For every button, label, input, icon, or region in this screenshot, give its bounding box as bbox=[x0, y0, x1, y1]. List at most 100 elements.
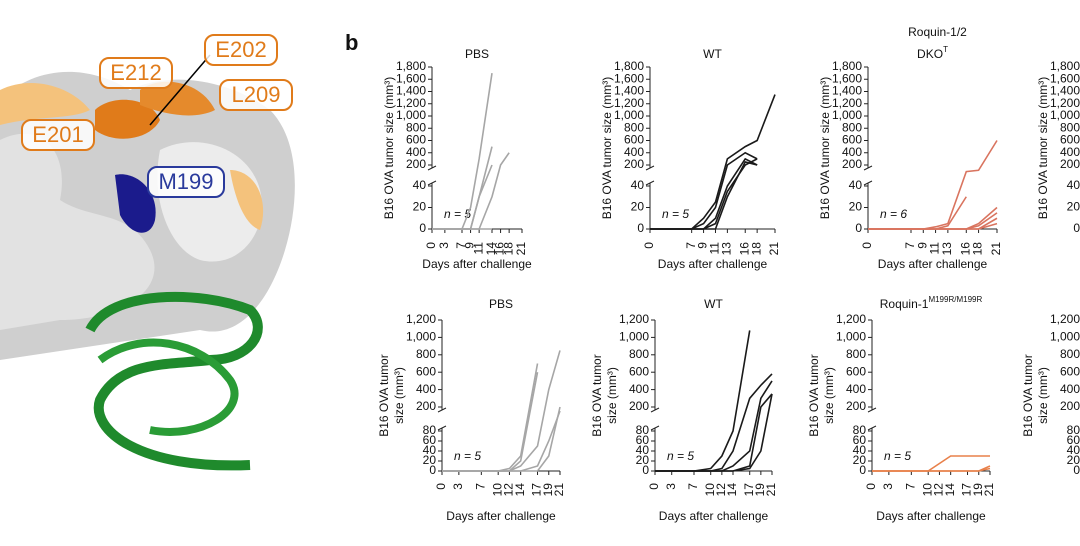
y-tick-label: 400 bbox=[1060, 145, 1080, 159]
y-tick-label: 0 bbox=[642, 463, 649, 477]
x-tick-label: 14 bbox=[725, 483, 739, 497]
x-tick-label: 0 bbox=[647, 483, 661, 490]
y-axis-label: B16 OVA tumor size (mm³) bbox=[382, 77, 396, 219]
y-tick-label: 400 bbox=[406, 145, 426, 159]
y-tick-label: 60 bbox=[636, 433, 650, 447]
x-tick-label: 21 bbox=[982, 483, 996, 497]
y-tick-label: 20 bbox=[853, 453, 867, 467]
chart-title: DKOT bbox=[917, 45, 948, 61]
y-tick-label: 20 bbox=[423, 453, 437, 467]
y-tick-label: 0 bbox=[1073, 463, 1080, 477]
y-axis-label: size (mm³) bbox=[392, 367, 406, 424]
x-tick-label: 10 bbox=[920, 483, 934, 497]
y-tick-label: 800 bbox=[624, 120, 644, 134]
x-tick-label: 3 bbox=[437, 242, 451, 249]
x-axis-label: Days after challenge bbox=[658, 257, 768, 271]
chart-title: PBS bbox=[489, 297, 513, 311]
y-tick-label: 40 bbox=[413, 178, 427, 192]
pointer-line bbox=[149, 54, 211, 126]
y-tick-label: 1,800 bbox=[614, 59, 644, 73]
y-tick-label: 1,000 bbox=[614, 108, 644, 122]
x-axis-label: Days after challenge bbox=[422, 257, 532, 271]
structure-label: E201 bbox=[32, 122, 83, 147]
y-tick-label: 60 bbox=[1067, 433, 1080, 447]
series-line bbox=[650, 161, 758, 230]
y-tick-label: 80 bbox=[423, 423, 437, 437]
y-tick-label: 600 bbox=[1060, 364, 1080, 378]
y-tick-label: 400 bbox=[1060, 382, 1080, 396]
x-tick-label: 14 bbox=[513, 483, 527, 497]
annotation: n = 5 bbox=[662, 207, 689, 221]
x-tick-label: 13 bbox=[720, 242, 734, 256]
x-tick-label: 12 bbox=[714, 483, 728, 497]
x-tick-label: 7 bbox=[904, 483, 918, 490]
series-line bbox=[442, 406, 561, 472]
axis-break bbox=[437, 425, 447, 431]
panel-label: b bbox=[345, 30, 358, 55]
y-tick-label: 600 bbox=[842, 133, 862, 147]
x-tick-label: 3 bbox=[451, 483, 465, 490]
y-tick-label: 20 bbox=[849, 200, 863, 214]
y-tick-label: 600 bbox=[1060, 133, 1080, 147]
x-tick-label: 7 bbox=[454, 242, 468, 249]
y-tick-label: 20 bbox=[636, 453, 650, 467]
x-axis-label: Days after challenge bbox=[876, 509, 986, 523]
x-tick-label: 17 bbox=[960, 483, 974, 497]
y-axis-label: B16 OVA tumor size (mm³) bbox=[600, 77, 614, 219]
y-tick-label: 200 bbox=[624, 157, 644, 171]
x-tick-label: 11 bbox=[928, 242, 942, 255]
y-tick-label: 1,000 bbox=[619, 330, 649, 344]
series-line bbox=[655, 393, 773, 472]
x-tick-label: 19 bbox=[971, 483, 985, 497]
y-tick-label: 1,000 bbox=[836, 330, 866, 344]
y-tick-label: 80 bbox=[1067, 423, 1080, 437]
y-tick-label: 800 bbox=[1060, 347, 1080, 361]
title-text: Roquin-1 bbox=[880, 297, 929, 311]
y-tick-label: 1,200 bbox=[832, 96, 862, 110]
x-tick-label: 18 bbox=[749, 242, 763, 256]
y-tick-label: 600 bbox=[846, 364, 866, 378]
y-tick-label: 60 bbox=[853, 433, 867, 447]
x-tick-label: 3 bbox=[664, 483, 678, 490]
orange-patch bbox=[95, 99, 160, 139]
series-line bbox=[432, 152, 510, 230]
series-line bbox=[868, 222, 998, 230]
y-tick-label: 200 bbox=[842, 157, 862, 171]
y-tick-label: 400 bbox=[842, 145, 862, 159]
y-tick-label: 200 bbox=[846, 399, 866, 413]
y-tick-label: 80 bbox=[853, 423, 867, 437]
x-axis-label: Days after challenge bbox=[878, 257, 988, 271]
x-tick-label: 9 bbox=[696, 242, 710, 249]
annotation: n = 5 bbox=[454, 449, 481, 463]
x-tick-label: 18 bbox=[501, 242, 515, 256]
y-tick-label: 0 bbox=[1073, 221, 1080, 235]
y-tick-label: 1,400 bbox=[1050, 84, 1080, 98]
x-tick-label: 12 bbox=[502, 483, 516, 497]
y-tick-label: 1,800 bbox=[832, 59, 862, 73]
y-tick-label: 1,200 bbox=[1050, 96, 1080, 110]
y-tick-label: 80 bbox=[636, 423, 650, 437]
supertitle: Roquin-1/2 bbox=[908, 25, 967, 39]
annotation: n = 6 bbox=[880, 207, 907, 221]
x-tick-label: 7 bbox=[903, 242, 917, 249]
y-tick-label: 200 bbox=[1060, 399, 1080, 413]
structure-label: M199 bbox=[158, 169, 213, 194]
y-tick-label: 200 bbox=[629, 399, 649, 413]
y-tick-label: 400 bbox=[846, 382, 866, 396]
y-tick-label: 400 bbox=[416, 382, 436, 396]
blue-patch bbox=[115, 174, 156, 233]
structure-label: E202 bbox=[215, 37, 266, 62]
x-tick-label: 13 bbox=[940, 242, 954, 256]
y-tick-label: 1,600 bbox=[614, 71, 644, 85]
y-tick-label: 0 bbox=[419, 221, 426, 235]
y-tick-label: 1,000 bbox=[832, 108, 862, 122]
annotation: n = 5 bbox=[444, 207, 471, 221]
x-tick-label: 14 bbox=[484, 242, 498, 256]
y-tick-label: 1,400 bbox=[396, 84, 426, 98]
y-tick-label: 600 bbox=[629, 364, 649, 378]
y-tick-label: 1,200 bbox=[614, 96, 644, 110]
y-tick-label: 1,600 bbox=[396, 71, 426, 85]
x-tick-label: 9 bbox=[915, 242, 929, 249]
